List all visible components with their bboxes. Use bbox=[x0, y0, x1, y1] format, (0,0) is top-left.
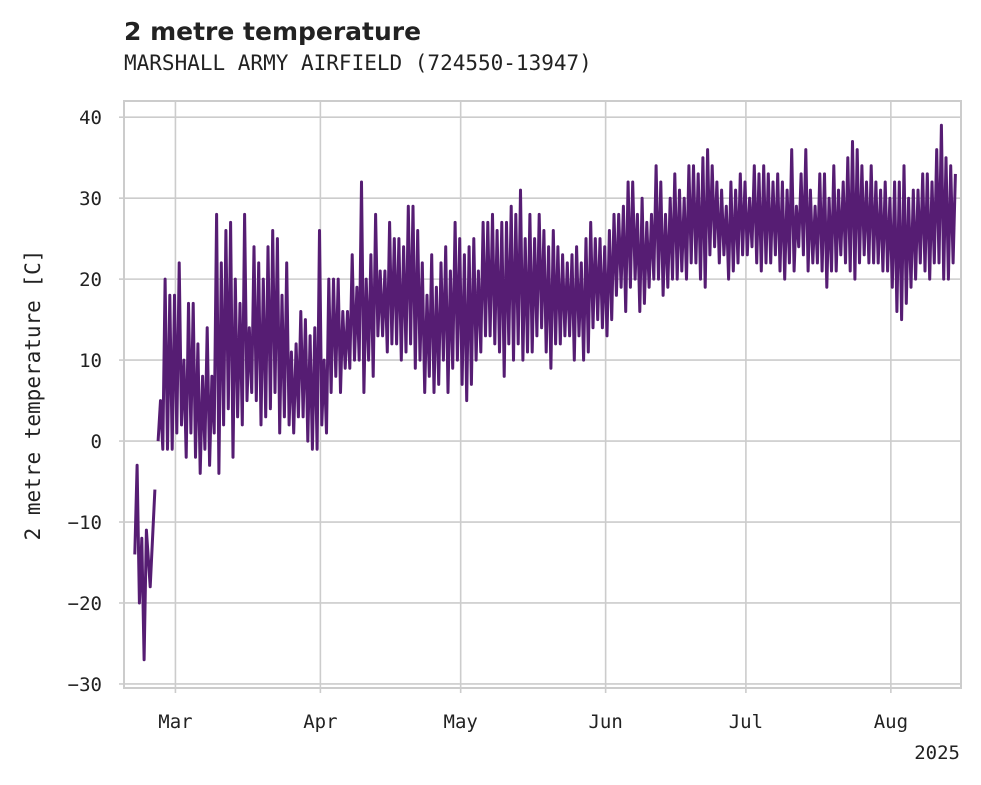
chart-title: 2 metre temperature bbox=[124, 17, 422, 46]
y-tick-label: 40 bbox=[79, 107, 102, 129]
chart-subtitle: MARSHALL ARMY AIRFIELD (724550-13947) bbox=[124, 51, 592, 75]
x-tick-label: Apr bbox=[303, 711, 337, 733]
y-tick-label: −30 bbox=[68, 674, 102, 696]
y-tick-label: 20 bbox=[79, 269, 102, 291]
x-tick-label: May bbox=[444, 711, 478, 733]
y-tick-label: 30 bbox=[79, 188, 102, 210]
series-layer bbox=[133, 123, 957, 662]
y-axis-label: 2 metre temperature [C] bbox=[21, 250, 45, 541]
y-tick-label: 10 bbox=[79, 350, 102, 372]
x-tick-label: Jun bbox=[588, 711, 622, 733]
plot-frame bbox=[123, 100, 962, 689]
y-tick-label: 0 bbox=[91, 431, 102, 453]
temperature-line bbox=[156, 123, 957, 475]
x-tick-label: Jul bbox=[729, 711, 763, 733]
year-label: 2025 bbox=[914, 742, 960, 764]
x-tick-label: Aug bbox=[874, 711, 908, 733]
y-tick-label: −20 bbox=[68, 593, 102, 615]
x-tick-label: Mar bbox=[158, 711, 192, 733]
temperature-line bbox=[133, 463, 157, 662]
axes: −30 −20 −10 0 10 20 30 40 Mar Apr May Jun Jul Aug bbox=[68, 107, 908, 733]
y-tick-label: −10 bbox=[68, 512, 102, 534]
